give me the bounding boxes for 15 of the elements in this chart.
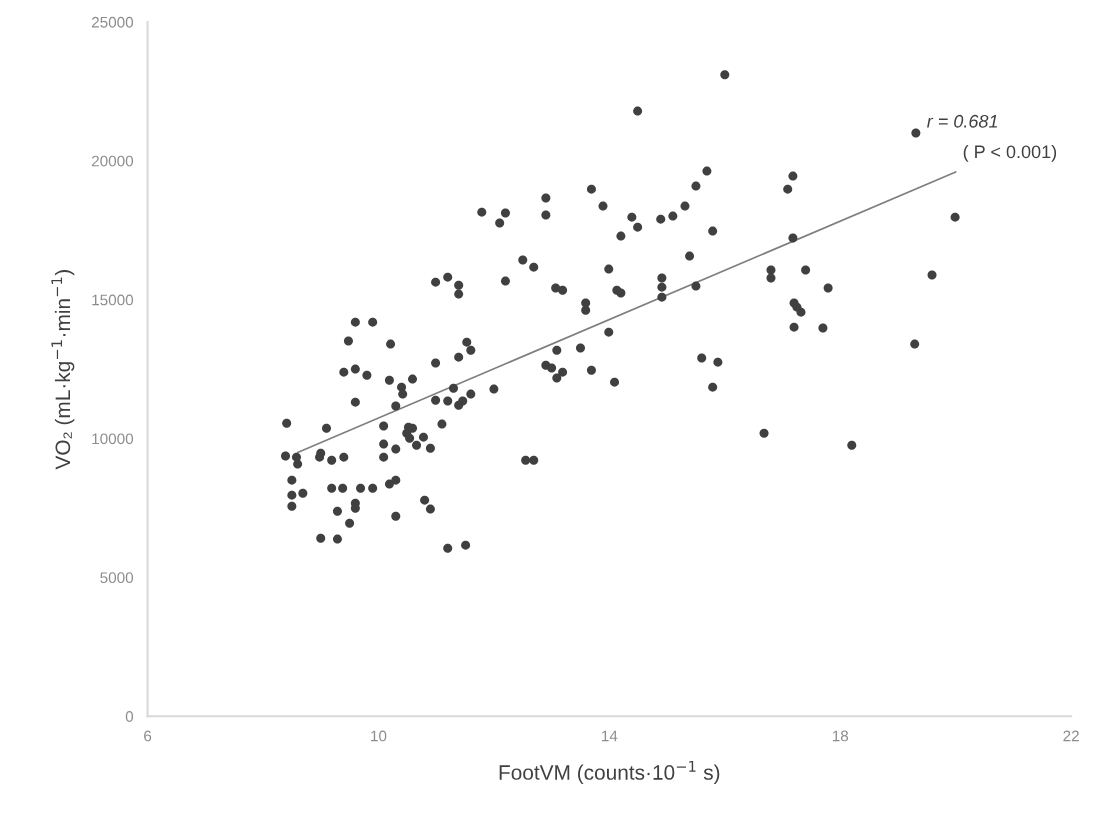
y-tick-label: 5000	[100, 572, 134, 584]
x-tick-label: 6	[144, 730, 152, 742]
y-tick-label: 0	[125, 711, 134, 722]
x-tick-label: 14	[602, 730, 618, 742]
annotation: r = 0.681	[927, 114, 997, 128]
x-axis-title: FootVM (counts·10$^{−1}$ s)	[499, 761, 720, 784]
y-axis-title: VO₂ (mL·kg$^{−1}$·min$^{−1}$)	[51, 270, 75, 470]
y-tick-label: 25000	[91, 16, 134, 28]
y-tick-label: 15000	[92, 294, 134, 306]
x-tick-label: 10	[371, 730, 387, 742]
x-tick-label: 18	[832, 730, 849, 742]
annotation: ( P < 0.001)	[963, 144, 1057, 162]
y-tick-label: 10000	[92, 433, 134, 445]
y-tick-label: 20000	[91, 155, 134, 167]
x-tick-label: 22	[1063, 730, 1079, 742]
